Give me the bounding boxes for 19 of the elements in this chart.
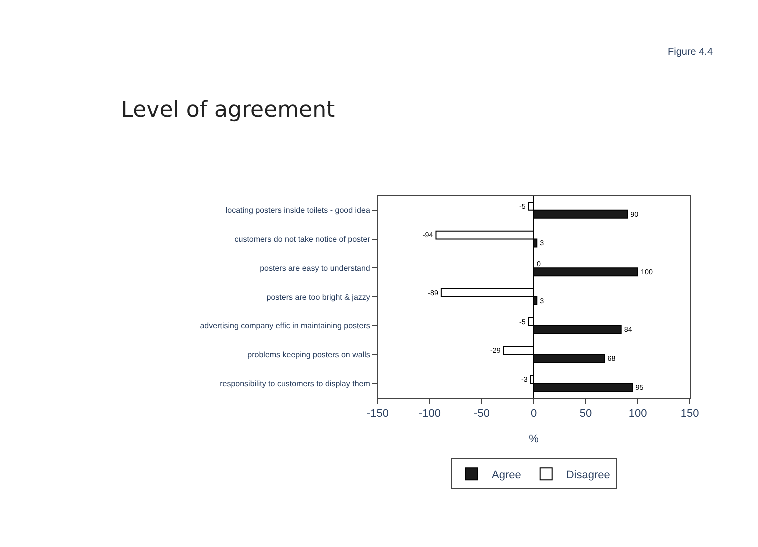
x-axis-title: % xyxy=(529,433,540,446)
y-tick-label: problems keeping posters on walls xyxy=(248,350,370,360)
y-tick-label: posters are too bright & jazzy xyxy=(266,292,370,302)
legend-label: Agree xyxy=(492,469,522,482)
y-tick-label: advertising company effic in maintaining posters xyxy=(200,322,370,331)
y-tick-label: locating posters inside toilets - good idea xyxy=(226,206,371,216)
caption: Figure 4.4 xyxy=(668,47,714,58)
x-tick-label: 150 xyxy=(680,408,700,420)
x-tick-label: 50 xyxy=(580,408,592,420)
y-tick-label: responsibility to customers to display them xyxy=(220,379,371,388)
x-tick-label: 0 xyxy=(530,408,538,420)
y-tick-label: posters are easy to understand xyxy=(260,264,370,273)
x-tick-label: 100 xyxy=(628,408,648,420)
x-tick-label: -50 xyxy=(474,408,490,420)
x-tick-label: -150 xyxy=(366,408,390,420)
y-tick-label: customers do not take notice of poster xyxy=(234,235,371,244)
legend-label: Disagree xyxy=(566,469,610,482)
x-tick-label: -100 xyxy=(418,408,442,420)
chart-title: Level of agreement xyxy=(121,98,336,124)
